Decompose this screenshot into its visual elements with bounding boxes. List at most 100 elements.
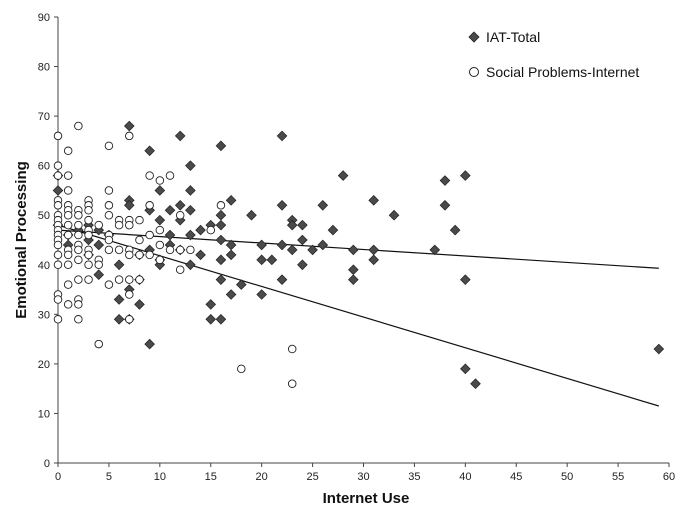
data-point-social-problems-internet — [63, 300, 73, 309]
data-point-social-problems-internet — [53, 260, 63, 270]
y-tick-label: 60 — [38, 161, 50, 173]
data-point-iat-total — [337, 170, 349, 181]
data-point-iat-total — [215, 313, 227, 325]
data-point-social-problems-internet — [175, 210, 185, 220]
data-point-social-problems-internet — [74, 245, 83, 255]
x-ticks: 0 5 10 15 20 25 30 35 40 45 50 55 60 — [55, 463, 675, 483]
data-point-iat-total — [256, 254, 267, 266]
data-points — [52, 120, 665, 390]
data-point-social-problems-internet — [74, 315, 83, 324]
y-ticks: 0 10 20 30 40 50 60 70 80 90 — [38, 12, 58, 470]
data-point-iat-total — [327, 224, 339, 236]
trendlines — [57, 224, 659, 407]
x-tick-label: 35 — [408, 471, 420, 483]
data-point-iat-total — [276, 239, 288, 251]
data-point-social-problems-internet — [53, 161, 63, 170]
data-point-social-problems-internet — [63, 220, 73, 230]
data-point-iat-total — [215, 209, 227, 221]
data-point-social-problems-internet — [63, 146, 73, 156]
data-point-iat-total — [113, 294, 125, 305]
legend: IAT-Total Social Problems-Internet — [468, 29, 639, 80]
data-point-social-problems-internet — [145, 230, 154, 240]
data-point-iat-total — [164, 204, 176, 216]
data-point-social-problems-internet — [114, 275, 124, 284]
x-tick-label: 15 — [205, 471, 217, 483]
data-point-social-problems-internet — [84, 275, 93, 284]
data-point-social-problems-internet — [114, 245, 124, 255]
data-point-iat-total — [307, 244, 318, 256]
data-point-iat-total — [225, 195, 237, 206]
x-tick-label: 45 — [510, 471, 522, 483]
data-point-iat-total — [368, 195, 379, 206]
data-point-social-problems-internet — [135, 235, 144, 245]
data-point-social-problems-internet — [74, 220, 83, 230]
data-point-social-problems-internet — [155, 240, 165, 250]
y-tick-label: 40 — [38, 260, 50, 272]
data-point-social-problems-internet — [84, 260, 93, 270]
data-point-social-problems-internet — [63, 230, 73, 240]
data-point-social-problems-internet — [74, 121, 83, 131]
data-point-iat-total — [368, 244, 379, 256]
data-point-iat-total — [286, 244, 298, 256]
data-point-iat-total — [348, 264, 359, 276]
data-point-social-problems-internet — [155, 255, 165, 265]
data-point-social-problems-internet — [74, 275, 83, 284]
data-point-social-problems-internet — [125, 290, 134, 299]
data-point-iat-total — [348, 244, 359, 256]
data-point-iat-total — [215, 219, 227, 231]
data-point-social-problems-internet — [125, 315, 134, 324]
data-point-social-problems-internet — [53, 240, 63, 250]
data-point-iat-total — [195, 249, 206, 261]
data-point-iat-total — [215, 234, 227, 246]
y-tick-label: 20 — [38, 359, 50, 371]
data-point-social-problems-internet — [135, 250, 144, 260]
trendline-series-0 — [57, 229, 659, 269]
data-point-social-problems-internet — [74, 255, 83, 265]
data-point-social-problems-internet — [186, 245, 195, 255]
legend-label-iat-total: IAT-Total — [486, 29, 540, 45]
data-point-iat-total — [439, 200, 451, 211]
data-point-social-problems-internet — [63, 171, 73, 180]
data-point-social-problems-internet — [104, 186, 114, 195]
legend-marker-iat-total — [468, 31, 480, 43]
data-point-iat-total — [246, 209, 257, 221]
y-tick-label: 80 — [38, 62, 50, 74]
data-point-social-problems-internet — [63, 250, 73, 260]
data-point-iat-total — [113, 259, 125, 271]
data-point-iat-total — [215, 274, 227, 285]
data-point-iat-total — [297, 219, 308, 231]
x-tick-label: 30 — [357, 471, 369, 483]
data-point-social-problems-internet — [104, 235, 114, 245]
data-point-iat-total — [185, 259, 196, 271]
data-point-social-problems-internet — [125, 250, 134, 260]
data-point-iat-total — [368, 254, 379, 266]
x-tick-label: 25 — [306, 471, 318, 483]
data-point-social-problems-internet — [53, 171, 63, 180]
data-point-iat-total — [297, 259, 308, 271]
data-point-social-problems-internet — [237, 364, 246, 374]
data-point-iat-total — [215, 140, 227, 152]
data-point-social-problems-internet — [165, 245, 175, 255]
data-point-social-problems-internet — [84, 230, 93, 240]
data-point-social-problems-internet — [53, 295, 63, 304]
data-point-social-problems-internet — [135, 275, 144, 284]
legend-marker-social-problems-internet — [469, 67, 479, 77]
data-point-iat-total — [154, 214, 166, 226]
data-point-iat-total — [205, 313, 217, 325]
data-point-social-problems-internet — [155, 176, 165, 185]
data-point-iat-total — [144, 338, 155, 350]
data-point-iat-total — [460, 170, 471, 181]
data-point-iat-total — [236, 279, 247, 290]
data-point-iat-total — [185, 204, 196, 216]
data-point-iat-total — [266, 254, 278, 266]
data-point-iat-total — [317, 200, 329, 211]
data-point-social-problems-internet — [53, 250, 63, 260]
data-point-iat-total — [113, 313, 125, 325]
data-point-iat-total — [276, 200, 288, 211]
data-point-iat-total — [164, 229, 176, 241]
data-point-iat-total — [195, 224, 206, 236]
data-point-iat-total — [185, 185, 196, 196]
data-point-iat-total — [317, 239, 329, 251]
data-point-social-problems-internet — [74, 210, 83, 220]
